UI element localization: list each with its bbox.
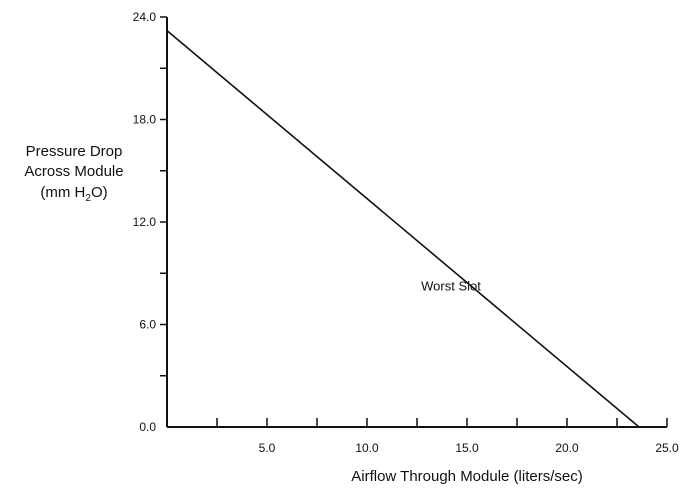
series <box>166 30 640 428</box>
y-tick-label: 24.0 <box>133 10 157 24</box>
x-tick-label: 5.0 <box>259 441 276 455</box>
y-axis-title-line2: Across Module <box>24 163 123 180</box>
x-tick-label: 15.0 <box>455 441 479 455</box>
y-tick-label: 12.0 <box>133 215 157 229</box>
x-axis-title: Airflow Through Module (liters/sec) <box>351 468 582 485</box>
annotation-label: Worst Slot <box>421 278 481 293</box>
series-line-worst-slot <box>166 30 640 428</box>
labels: 5.0 10.0 15.0 20.0 25.0 0.0 6.0 12.0 18.0 24.0 Wor… <box>133 10 679 455</box>
y-axis-title-line1: Pressure Drop <box>26 143 123 160</box>
y-tick-label: 6.0 <box>139 318 156 332</box>
y-tick-label: 18.0 <box>133 113 157 127</box>
ticks <box>160 16 668 427</box>
x-tick-label: 25.0 <box>655 441 679 455</box>
y-axis-title-unit: (mm H2O) <box>40 184 107 204</box>
axes <box>166 17 667 428</box>
x-tick-label: 20.0 <box>555 441 579 455</box>
y-tick-label: 0.0 <box>139 420 156 434</box>
x-tick-label: 10.0 <box>355 441 379 455</box>
